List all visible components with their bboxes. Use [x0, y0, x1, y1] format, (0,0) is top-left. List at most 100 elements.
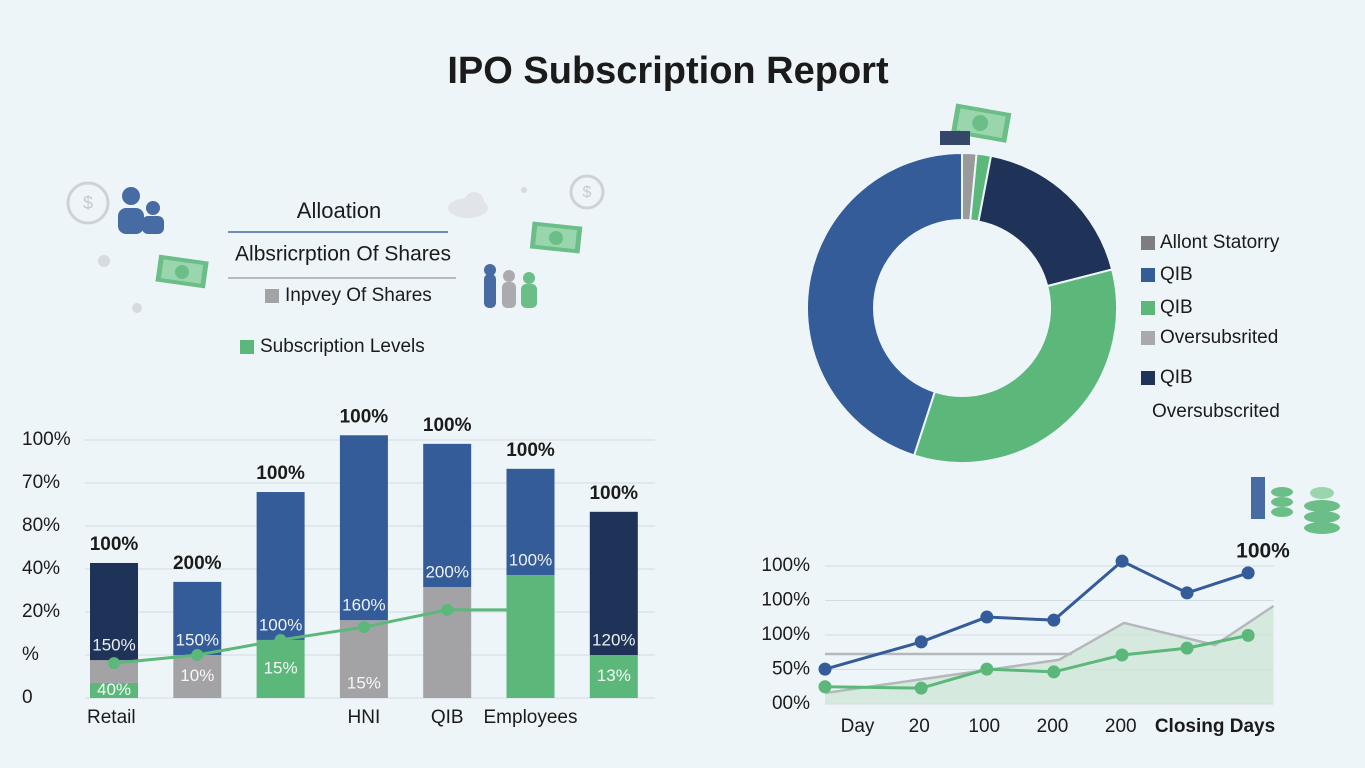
segment-label: 200% — [425, 563, 468, 582]
y-tick-label: 70% — [22, 472, 60, 493]
segment-label: 15% — [264, 658, 298, 677]
trend-point — [524, 603, 537, 616]
x-tick-label: Day — [841, 716, 875, 737]
x-tick-label: Retail — [87, 707, 136, 728]
bar-segment — [506, 575, 555, 698]
x-tick-label: 20 — [909, 716, 930, 737]
x-tick-label: 200 — [1105, 716, 1137, 737]
point — [1047, 613, 1061, 627]
point — [1180, 641, 1194, 655]
segment-label: 100% — [259, 615, 302, 634]
y-tick-label: 20% — [22, 601, 60, 622]
segment-label: 15% — [347, 673, 381, 692]
bar-segment — [90, 562, 138, 661]
y-tick-label: 00% — [772, 693, 810, 714]
segment-label: 13% — [597, 666, 631, 685]
legend-title: Alloation — [297, 198, 381, 223]
legend-label: Oversubscrited — [1152, 401, 1280, 422]
svg-text:$: $ — [83, 193, 93, 213]
segment-label: 120% — [592, 630, 635, 649]
y-tick-label: 100% — [761, 590, 810, 611]
legend-swatch — [1141, 268, 1155, 282]
x-tick-label: 200 — [1037, 716, 1069, 737]
legend-label: Subscription Levels — [260, 336, 425, 357]
segment-label: 160% — [342, 596, 385, 615]
point — [818, 680, 832, 694]
donut-segment — [912, 268, 1118, 464]
trend-point — [274, 633, 287, 646]
point — [1241, 628, 1255, 642]
y-tick-label: 40% — [22, 558, 60, 579]
legend-label: QIB — [1160, 264, 1193, 285]
legend-label: Oversubsrited — [1160, 327, 1278, 348]
y-tick-label: 50% — [772, 659, 810, 680]
point — [818, 662, 832, 676]
x-tick-label: HNI — [348, 707, 381, 728]
point — [1047, 665, 1061, 679]
point — [1241, 566, 1255, 580]
legend-label: QIB — [1160, 297, 1193, 318]
bar-segment — [173, 655, 222, 698]
trend-point — [108, 657, 120, 670]
legend-subtitle: Albsricrption Of Shares — [235, 243, 451, 266]
bar-segment — [256, 639, 305, 698]
bar-top-label: 100% — [589, 483, 638, 504]
point — [914, 635, 928, 649]
y-tick-label: 80% — [22, 515, 60, 536]
bar-top-label: 100% — [506, 440, 555, 461]
svg-text:$: $ — [583, 184, 592, 201]
legend-swatch — [1141, 301, 1155, 315]
point — [1115, 554, 1129, 568]
segment-label: 150% — [176, 630, 219, 649]
legend-label: QIB — [1160, 367, 1193, 388]
bar-top-label: 200% — [173, 553, 222, 574]
y-tick-label: 100% — [761, 555, 810, 576]
segment-label: 10% — [180, 666, 214, 685]
x-tick-label: 100 — [968, 716, 1000, 737]
trend-point — [357, 621, 370, 634]
legend-swatch — [1141, 331, 1155, 345]
y-tick-label: 100% — [761, 624, 810, 645]
donut-segment — [977, 154, 1114, 288]
point — [914, 681, 928, 695]
x-tick-label: Employees — [484, 707, 578, 728]
segment-label: 100% — [509, 551, 552, 570]
page-title: IPO Subscription Report — [447, 50, 889, 92]
legend-swatch — [1141, 236, 1155, 250]
x-tick-label: Closing Days — [1155, 716, 1275, 737]
y-tick-label: 100% — [22, 429, 71, 450]
bar-top-label: 100% — [256, 463, 305, 484]
bar-top-label: 100% — [423, 415, 472, 436]
legend-swatch — [240, 340, 254, 354]
bar-segment — [173, 581, 222, 655]
bar-segment — [423, 443, 472, 588]
bar-segment — [90, 660, 138, 683]
point — [1180, 586, 1194, 600]
point — [980, 610, 994, 624]
y-tick-label: % — [22, 644, 39, 665]
x-tick-label: QIB — [431, 707, 464, 728]
trend-line — [113, 608, 531, 665]
bar-top-label: 100% — [90, 534, 139, 555]
bar-segment — [589, 655, 638, 698]
legend-swatch — [265, 289, 279, 303]
bar-segment — [90, 682, 138, 698]
segment-label: 40% — [97, 680, 131, 699]
bar-segment — [589, 511, 638, 655]
bar-segment — [339, 435, 388, 621]
segment-label: 150% — [92, 636, 135, 655]
area — [825, 606, 1274, 704]
y-tick-label: 0 — [22, 687, 33, 708]
trend-point — [441, 603, 454, 616]
point — [1115, 648, 1129, 662]
point — [980, 662, 994, 676]
bar-segment — [506, 468, 555, 576]
bar-segment — [256, 492, 305, 640]
annotation: 100% — [1236, 540, 1290, 563]
bar-top-label: 100% — [340, 406, 389, 427]
bar-segment — [339, 620, 388, 698]
legend-label: Allont Statorry — [1160, 232, 1280, 253]
decor: $ $ — [66, 103, 1340, 534]
donut-segment — [806, 151, 963, 457]
